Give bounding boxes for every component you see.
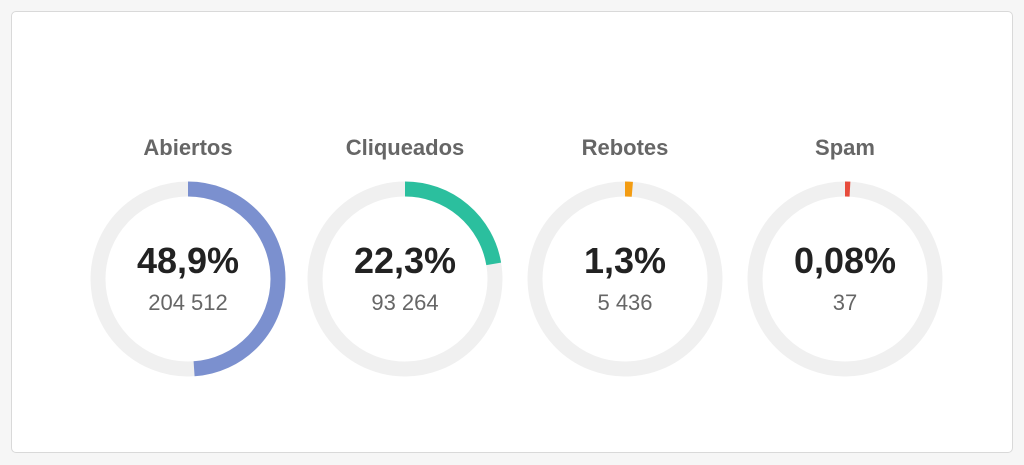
metric-label: Spam	[815, 135, 875, 160]
metric-percent: 48,9%	[136, 240, 240, 281]
progress-ring	[747, 181, 943, 377]
ring-progress-arc	[307, 181, 503, 377]
metric-count: 93 264	[371, 290, 439, 315]
progress-ring	[90, 181, 286, 377]
metric-label: Rebotes	[581, 135, 669, 160]
metric-bounces: Rebotes 1,3% 5 436	[520, 12, 730, 454]
progress-ring	[307, 181, 503, 377]
progress-ring	[527, 181, 723, 377]
metric-percent: 1,3%	[583, 240, 667, 281]
metric-count: 204 512	[148, 290, 228, 315]
ring-progress-arc	[747, 181, 943, 377]
ring-progress-arc	[90, 181, 286, 377]
metric-clicked: Cliqueados 22,3% 93 264	[300, 12, 510, 454]
stats-card: Abiertos 48,9% 204 512 Cliqueados 22,3% …	[11, 11, 1013, 453]
metric-percent: 22,3%	[353, 240, 457, 281]
metric-percent: 0,08%	[793, 240, 897, 281]
metric-label: Cliqueados	[345, 135, 465, 160]
metric-label: Abiertos	[143, 135, 233, 160]
ring-progress-arc	[527, 181, 723, 377]
metric-spam: Spam 0,08% 37	[740, 12, 950, 454]
metric-count: 5 436	[597, 290, 653, 315]
metric-count: 37	[832, 290, 858, 315]
metric-opened: Abiertos 48,9% 204 512	[83, 12, 293, 454]
